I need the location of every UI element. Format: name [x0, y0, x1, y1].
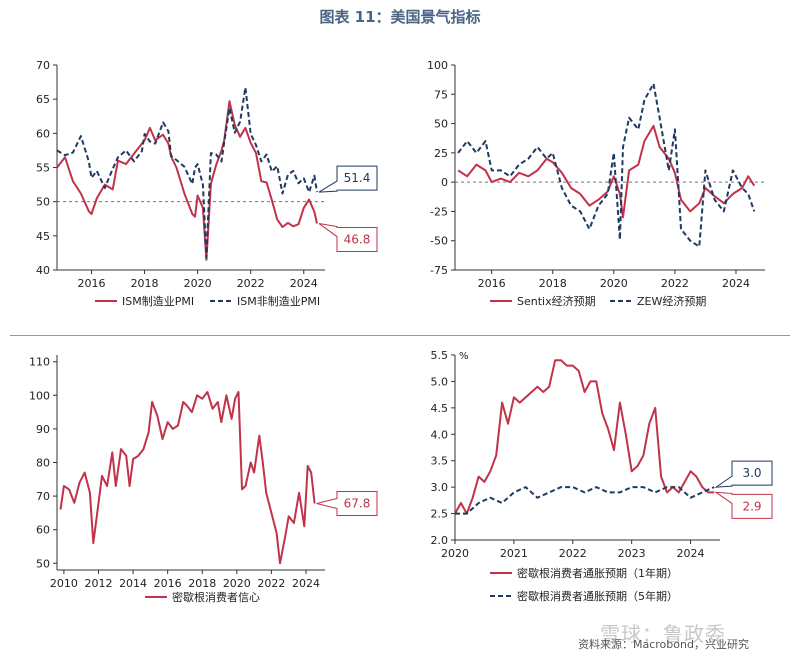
legend-label: 密歇根消费者信心	[172, 590, 260, 604]
x-tick-label: 2016	[478, 277, 506, 290]
x-tick-label: 2016	[77, 277, 105, 290]
x-tick-label: 2024	[292, 577, 320, 590]
sentix-zew-chart: -75 -50 -25 0 25 50 75 100 2016 2018 2020 2022 2024 S…	[427, 59, 765, 308]
legend-label: Sentix经济预期	[517, 294, 596, 308]
callout-label: 3.0	[742, 466, 761, 480]
legend-label: ZEW经济预期	[637, 294, 706, 308]
umich-sentiment-chart: 50 60 70 80 90 100 110 2010 2012 2014 2016 2018 2020…	[29, 355, 378, 604]
y-tick-label: 55	[36, 162, 50, 175]
y-tick-label: 60	[36, 524, 50, 537]
x-tick-label: 2024	[290, 277, 318, 290]
callout-label: 51.4	[344, 171, 371, 185]
watermark: 雪球：鲁政委	[600, 622, 726, 646]
y-tick-label: 110	[29, 356, 50, 369]
page-title: 图表 11：美国景气指标	[319, 8, 481, 26]
y-tick-label: 4.0	[431, 428, 449, 441]
y-tick-label: 5.5	[431, 349, 449, 362]
y-unit-label: %	[459, 351, 469, 362]
y-tick-label: 65	[36, 93, 50, 106]
callout-box	[318, 223, 378, 253]
y-tick-label: 4.5	[431, 402, 449, 415]
y-tick-label: 90	[36, 423, 50, 436]
callout-box	[714, 491, 773, 519]
y-tick-label: 75	[434, 88, 448, 101]
y-tick-label: 100	[427, 59, 448, 72]
callout-label: 67.8	[344, 496, 371, 510]
series-line-1	[457, 82, 756, 248]
legend-label: 密歇根消费者通胀预期（1年期）	[517, 566, 678, 580]
callout-box	[318, 165, 378, 193]
y-tick-label: 5.0	[431, 375, 449, 388]
x-tick-label: 2023	[618, 547, 646, 560]
section-divider	[10, 335, 790, 336]
y-tick-label: 3.0	[431, 481, 449, 494]
y-tick-label: 100	[29, 389, 50, 402]
y-tick-label: 2.5	[431, 508, 449, 521]
series-line-0	[454, 359, 715, 515]
series-line-0	[59, 391, 316, 565]
y-tick-label: 25	[434, 147, 448, 160]
y-tick-label: 3.5	[431, 455, 449, 468]
y-tick-label: 60	[36, 127, 50, 140]
x-tick-label: 2020	[600, 277, 628, 290]
inflation-expectations-chart: 2.0 2.5 3.0 3.5 4.0 4.5 5.0 5.5 2020 2021 2022 2023…	[431, 349, 773, 603]
callout-label: 46.8	[344, 233, 371, 247]
y-tick-label: 0	[441, 176, 448, 189]
series-line-1	[56, 86, 318, 259]
x-tick-label: 2018	[188, 577, 216, 590]
series-line-1	[455, 486, 715, 515]
legend-label: ISM制造业PMI	[122, 294, 194, 308]
x-tick-label: 2022	[257, 577, 285, 590]
y-tick-label: 2.0	[431, 534, 449, 547]
x-tick-label: 2018	[131, 277, 159, 290]
x-tick-label: 2022	[661, 277, 689, 290]
y-tick-label: 50	[36, 196, 50, 209]
x-tick-label: 2024	[677, 547, 705, 560]
x-tick-label: 2021	[500, 547, 528, 560]
x-tick-label: 2018	[539, 277, 567, 290]
x-tick-label: 2020	[441, 547, 469, 560]
y-tick-label: 80	[36, 457, 50, 470]
y-tick-label: 50	[36, 557, 50, 570]
legend-label: 密歇根消费者通胀预期（5年期）	[517, 589, 678, 603]
y-tick-label: 70	[36, 490, 50, 503]
x-tick-label: 2020	[223, 577, 251, 590]
legend-label: ISM非制造业PMI	[237, 294, 320, 308]
y-tick-label: 40	[36, 264, 50, 277]
x-tick-label: 2020	[184, 277, 212, 290]
x-tick-label: 2022	[237, 277, 265, 290]
x-tick-label: 2016	[154, 577, 182, 590]
callout-box	[714, 460, 773, 488]
x-tick-label: 2022	[559, 547, 587, 560]
callout-box	[316, 490, 378, 516]
x-tick-label: 2012	[84, 577, 112, 590]
y-tick-label: 50	[434, 118, 448, 131]
series-line-0	[56, 100, 318, 261]
y-tick-label: -25	[430, 205, 448, 218]
y-tick-label: 45	[36, 230, 50, 243]
x-tick-label: 2010	[50, 577, 78, 590]
y-tick-label: -50	[430, 235, 448, 248]
x-tick-label: 2014	[119, 577, 147, 590]
pmi-chart: 40 45 50 55 60 65 70 2016 2018 2020 2022 2024 51.4 46…	[36, 59, 378, 308]
callout-label: 2.9	[742, 499, 761, 513]
series-line-0	[457, 124, 756, 219]
y-tick-label: -75	[430, 264, 448, 277]
source-note: 资料来源：Macrobond，兴业研究	[578, 638, 749, 651]
x-tick-label: 2024	[722, 277, 750, 290]
y-tick-label: 70	[36, 59, 50, 72]
